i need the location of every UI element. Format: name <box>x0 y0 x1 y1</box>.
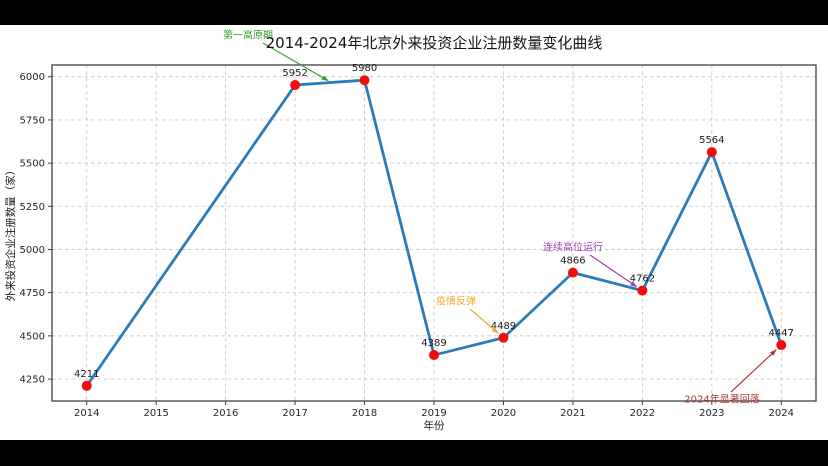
data-point-marker-2024 <box>776 340 787 351</box>
data-point-marker-2021 <box>567 267 578 278</box>
annotation-text: 疫情反弹 <box>436 295 476 308</box>
x-tick-label: 2016 <box>213 408 238 419</box>
y-tick-label: 4250 <box>20 375 45 386</box>
data-point-marker-2017 <box>290 80 301 91</box>
annotation-text: 连续高位运行 <box>543 241 603 254</box>
point-labels: 4211 5952 5980 4389 4489 4866 4762 5564 4447 <box>74 63 794 380</box>
line-chart: 4250 4500 4750 5000 5250 5500 5750 6000 2014 2015… <box>4 29 817 432</box>
data-point-marker-2023 <box>706 147 717 158</box>
bottom-letterbox-bar <box>0 440 828 466</box>
data-point-marker-2022 <box>637 285 648 296</box>
y-tick-label: 5250 <box>20 202 45 213</box>
data-points <box>81 75 787 391</box>
data-point-label-2020: 4489 <box>491 321 516 332</box>
data-point-label-2021: 4866 <box>560 256 585 267</box>
y-axis-label: 外来投资企业注册数量（家） <box>4 165 17 302</box>
data-point-label-2024: 4447 <box>769 328 794 339</box>
y-tick-label: 6000 <box>20 72 45 83</box>
x-tick-label: 2015 <box>143 408 168 419</box>
data-point-marker-2019 <box>429 350 439 361</box>
x-tick-label: 2014 <box>74 408 99 419</box>
data-point-label-2023: 5564 <box>699 135 724 146</box>
x-tick-label: 2019 <box>421 408 446 419</box>
chart-figure: 4250 4500 4750 5000 5250 5500 5750 6000 2014 2015… <box>0 25 828 440</box>
annotation-arrow <box>469 308 499 334</box>
x-tick-label: 2023 <box>699 408 724 419</box>
annotation-text: 2024年显著回落 <box>684 393 759 406</box>
x-tick-label: 2022 <box>630 408 655 419</box>
annotation-arrow <box>730 349 777 393</box>
chart-title: 2014-2024年北京外来投资企业注册数量变化曲线 <box>266 34 603 52</box>
top-letterbox-bar <box>0 0 828 25</box>
data-point-label-2019: 4389 <box>421 338 446 349</box>
x-tick-label: 2021 <box>560 408 585 419</box>
plot-border <box>51 64 817 402</box>
annotation-arrow <box>262 42 329 82</box>
data-point-marker-2018 <box>359 75 370 86</box>
axes: 4250 4500 4750 5000 5250 5500 5750 6000 2014 2015… <box>20 64 817 419</box>
x-tick-label: 2017 <box>282 408 307 419</box>
y-tick-label: 5500 <box>20 159 45 170</box>
data-point-label-2014: 4211 <box>74 369 99 380</box>
x-tick-label: 2024 <box>769 408 794 419</box>
x-tick-label: 2018 <box>352 408 377 419</box>
y-tick-label: 5750 <box>20 115 45 126</box>
x-axis-label: 年份 <box>424 419 445 432</box>
data-point-label-2022: 4762 <box>630 274 655 285</box>
annotation-arrow <box>589 254 638 288</box>
annotation-text: 第一高原期 <box>223 29 273 42</box>
data-point-label-2018: 5980 <box>352 63 377 74</box>
data-point-label-2017: 5952 <box>282 68 307 79</box>
y-tick-label: 4500 <box>20 331 45 342</box>
y-tick-label: 5000 <box>20 245 45 256</box>
data-point-marker-2014 <box>81 380 92 391</box>
y-tick-label: 4750 <box>20 288 45 299</box>
x-tick-label: 2020 <box>491 408 516 419</box>
data-point-marker-2020 <box>498 332 509 343</box>
